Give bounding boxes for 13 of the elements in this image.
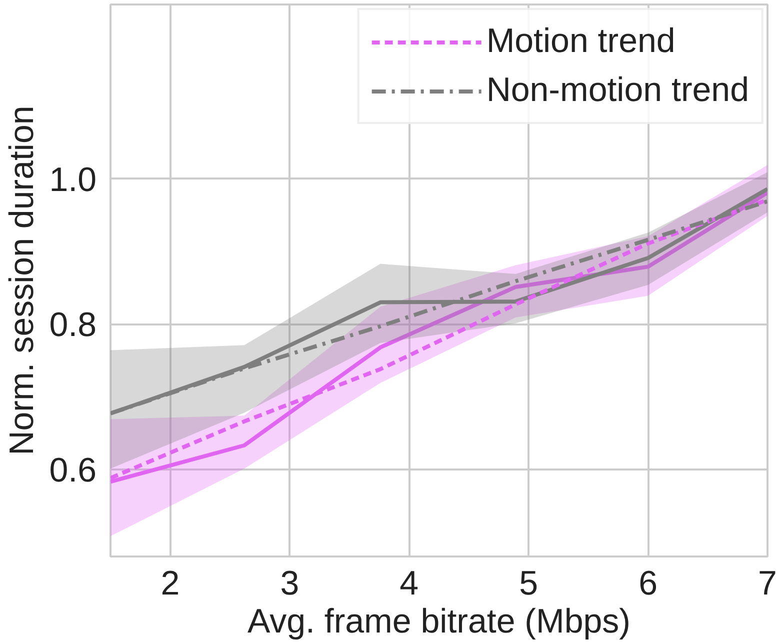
x-tick-label: 3 bbox=[280, 564, 300, 602]
x-tick-label: 5 bbox=[519, 564, 538, 602]
x-tick-label: 6 bbox=[638, 564, 658, 602]
y-tick-label: 1.0 bbox=[49, 160, 96, 199]
y-axis-title: Norm. session duration bbox=[3, 106, 42, 456]
x-axis-title: Avg. frame bitrate (Mbps) bbox=[248, 602, 630, 640]
x-tick-label: 7 bbox=[758, 564, 777, 602]
x-tick-label: 2 bbox=[160, 564, 180, 602]
x-tick-label: 4 bbox=[400, 564, 419, 602]
y-tick-label: 0.6 bbox=[49, 451, 96, 490]
legend-label: Motion trend bbox=[486, 22, 676, 61]
legend-label: Non-motion trend bbox=[486, 71, 749, 110]
y-tick-label: 0.8 bbox=[49, 306, 96, 344]
